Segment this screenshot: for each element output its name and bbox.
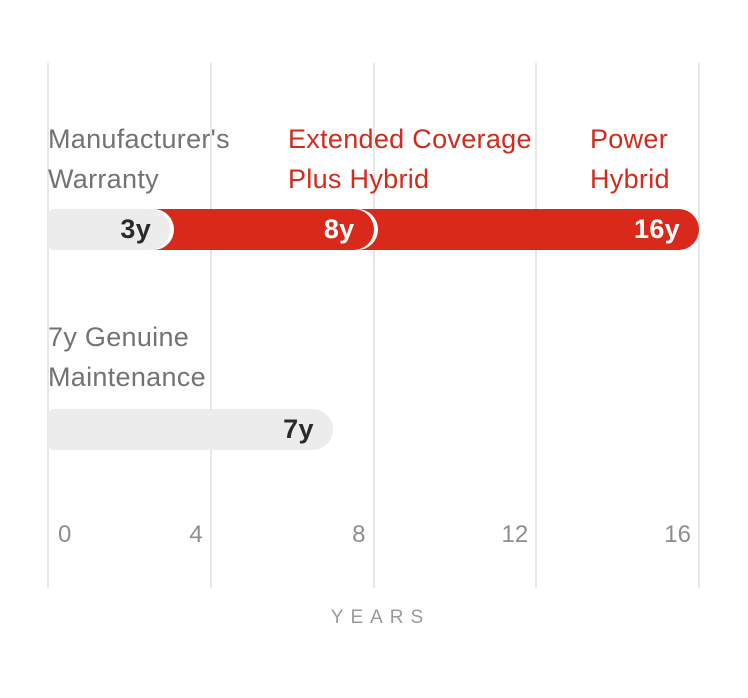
- segment-value: 16y: [634, 214, 680, 244]
- group-label-genuine-maintenance: 7y Genuine Maintenance: [48, 317, 206, 397]
- group-label-line: Power: [590, 124, 669, 154]
- group-label-line: Plus Hybrid: [288, 164, 430, 194]
- segment-value: 8y: [323, 214, 355, 244]
- gridline: [372, 63, 375, 588]
- bar-segment-genuine-maintenance: 7y: [48, 409, 333, 450]
- gridline: [698, 63, 700, 588]
- group-label-line: Warranty: [48, 164, 159, 194]
- x-tick: 16: [664, 521, 691, 548]
- group-label-line: Manufacturer's: [48, 124, 230, 154]
- group-label-line: Hybrid: [590, 164, 670, 194]
- segment-value: 7y: [283, 414, 314, 444]
- group-label-line: Extended Coverage: [288, 124, 532, 154]
- gridline: [535, 63, 538, 588]
- gridline: [47, 63, 49, 588]
- x-tick: 4: [189, 521, 203, 548]
- bar-segment-extended-coverage-plus-hybrid: 8y: [150, 209, 374, 250]
- x-axis-title: YEARS: [330, 607, 431, 628]
- group-label-power-hybrid: Power Hybrid: [590, 119, 670, 199]
- bar-segment-manufacturers-warranty: 3y: [48, 209, 171, 250]
- bar-segment-power-hybrid: 16y: [353, 209, 699, 250]
- gridline: [209, 63, 212, 588]
- x-tick: 8: [352, 521, 366, 548]
- group-label-extended-coverage-plus-hybrid: Extended Coverage Plus Hybrid: [288, 119, 532, 199]
- x-tick: 12: [501, 521, 529, 548]
- segment-value: 3y: [120, 214, 152, 244]
- x-tick: 0: [58, 521, 72, 548]
- group-label-line: 7y Genuine: [48, 322, 190, 352]
- group-label-manufacturers-warranty: Manufacturer's Warranty: [48, 119, 230, 199]
- group-label-line: Maintenance: [48, 362, 206, 392]
